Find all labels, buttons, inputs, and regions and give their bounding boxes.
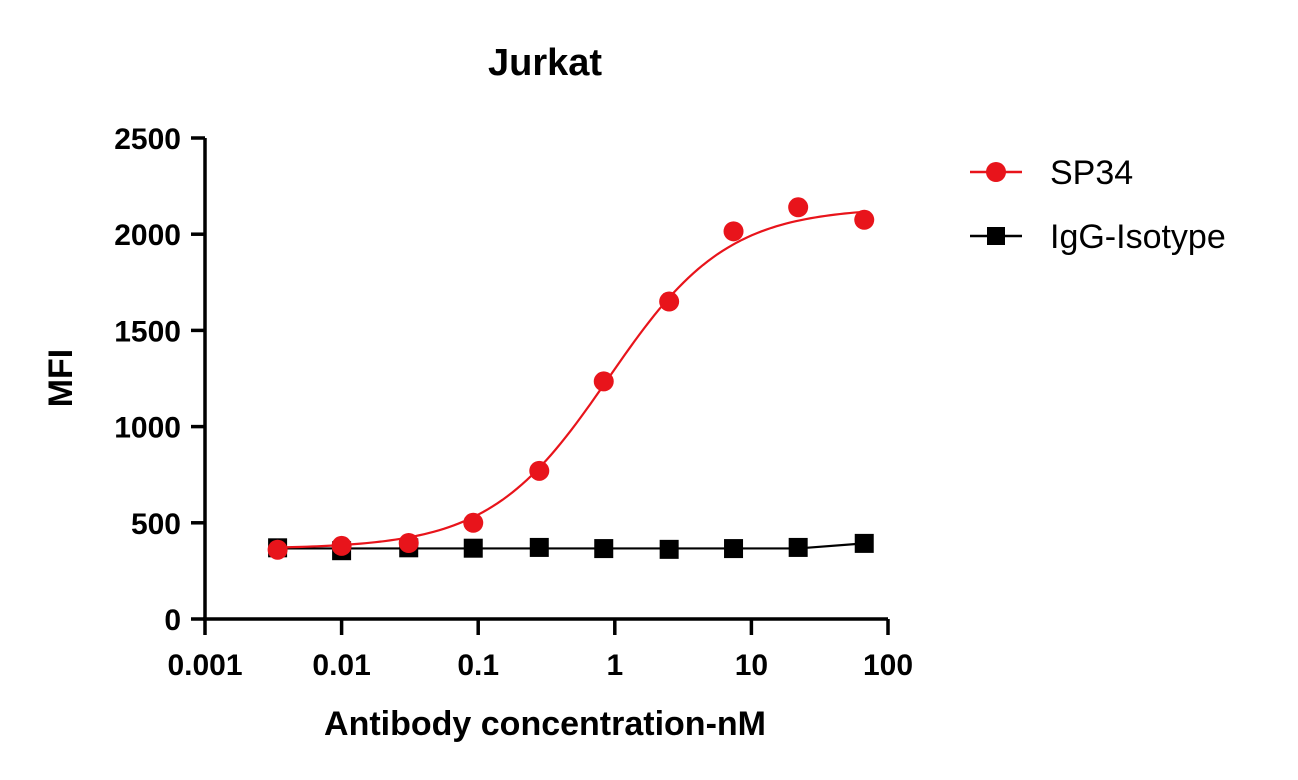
y-axis-label: MFI (42, 349, 80, 408)
data-point-sp34 (529, 460, 550, 481)
data-point-sp34 (659, 291, 680, 312)
y-axis: 0 500 1000 1500 2000 2500 (114, 123, 205, 637)
data-point-sp34 (331, 535, 352, 556)
y-tick-label: 0 (164, 604, 181, 637)
fit-line-sp34 (277, 210, 865, 549)
x-tick-label: 10 (735, 649, 768, 682)
legend: SP34 IgG-Isotype (970, 154, 1226, 256)
x-axis-label: Antibody concentration-nM (324, 705, 766, 743)
y-tick-label: 500 (131, 508, 181, 541)
data-point-sp34 (398, 533, 419, 554)
data-point-sp34 (593, 371, 614, 392)
legend-item-igg-isotype: IgG-Isotype (970, 218, 1226, 256)
legend-item-sp34: SP34 (970, 154, 1133, 192)
legend-marker-igg-isotype (987, 227, 1005, 245)
data-point-sp34 (723, 221, 744, 242)
x-tick-label: 0.001 (167, 649, 242, 682)
data-point-igg-isotype (788, 537, 808, 557)
legend-label-igg-isotype: IgG-Isotype (1050, 218, 1226, 256)
series-igg-isotype (268, 533, 874, 561)
data-point-sp34 (854, 209, 875, 230)
y-tick-label: 1000 (114, 412, 181, 445)
y-tick-label: 1500 (114, 315, 181, 348)
fit-line-igg-isotype (277, 542, 865, 550)
plot-area (267, 197, 875, 561)
data-point-sp34 (788, 197, 809, 218)
y-tick-label: 2000 (114, 219, 181, 252)
data-point-sp34 (267, 539, 288, 560)
data-point-igg-isotype (724, 539, 744, 559)
data-point-igg-isotype (659, 539, 679, 559)
x-axis: 0.001 0.01 0.1 1 10 100 (167, 619, 913, 682)
chart-title: Jurkat (488, 42, 602, 84)
data-point-igg-isotype (529, 537, 549, 557)
x-tick-label: 1 (606, 649, 623, 682)
data-point-igg-isotype (854, 533, 874, 553)
x-tick-label: 100 (863, 649, 913, 682)
legend-label-sp34: SP34 (1050, 154, 1133, 192)
x-tick-label: 0.1 (457, 649, 499, 682)
y-tick-label: 2500 (114, 123, 181, 156)
legend-marker-sp34 (986, 162, 1006, 182)
data-point-igg-isotype (594, 539, 614, 559)
data-point-igg-isotype (463, 538, 483, 558)
series-sp34 (267, 197, 875, 560)
data-point-sp34 (463, 512, 484, 533)
x-tick-label: 0.01 (312, 649, 370, 682)
